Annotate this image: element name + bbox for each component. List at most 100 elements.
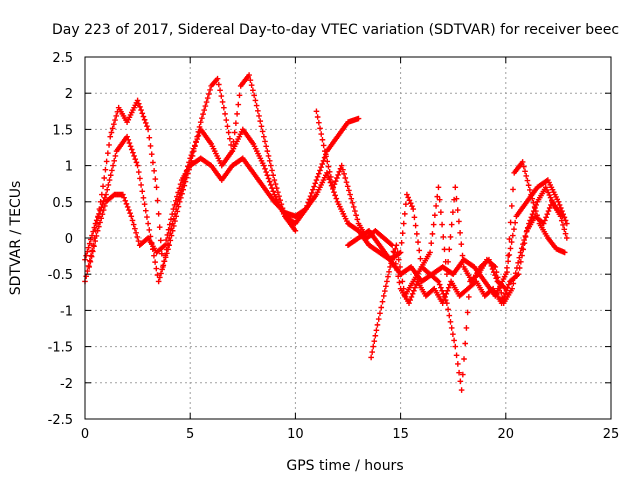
data-point bbox=[564, 220, 570, 227]
data-point bbox=[124, 204, 131, 210]
data-point bbox=[112, 153, 119, 159]
data-point bbox=[375, 316, 382, 322]
data-point bbox=[390, 248, 397, 255]
data-point bbox=[276, 193, 282, 199]
data-point bbox=[173, 213, 179, 220]
data-point bbox=[406, 300, 412, 306]
data-point bbox=[92, 220, 99, 227]
data-point bbox=[140, 194, 147, 201]
data-point bbox=[204, 95, 211, 101]
data-point bbox=[246, 72, 252, 78]
data-point bbox=[227, 135, 233, 142]
data-point bbox=[236, 92, 243, 99]
data-point bbox=[400, 220, 407, 227]
data-point bbox=[130, 149, 136, 156]
data-point bbox=[129, 217, 136, 224]
data-point bbox=[460, 371, 466, 378]
data-point bbox=[443, 291, 450, 297]
data-point bbox=[519, 159, 526, 165]
data-point bbox=[155, 211, 162, 217]
data-point bbox=[518, 258, 524, 265]
data-point bbox=[141, 201, 148, 208]
data-point bbox=[447, 234, 454, 240]
data-point bbox=[130, 221, 137, 228]
data-point bbox=[445, 258, 451, 265]
data-point bbox=[151, 252, 157, 259]
data-point bbox=[228, 142, 234, 148]
data-point bbox=[105, 150, 111, 156]
data-point bbox=[270, 172, 276, 179]
data-point bbox=[497, 284, 503, 291]
y-tick-label: -2 bbox=[60, 377, 73, 392]
data-point bbox=[519, 252, 525, 259]
data-point bbox=[451, 337, 457, 344]
data-point bbox=[145, 126, 151, 133]
data-point bbox=[121, 194, 127, 201]
data-point bbox=[444, 287, 451, 294]
data-point bbox=[170, 206, 177, 212]
data-point bbox=[193, 138, 199, 145]
data-point bbox=[502, 291, 508, 297]
data-point bbox=[391, 254, 398, 261]
data-point bbox=[529, 195, 536, 202]
data-point bbox=[138, 107, 144, 113]
data-point bbox=[522, 234, 529, 240]
data-point bbox=[266, 178, 273, 185]
series-4 bbox=[345, 159, 568, 292]
data-point bbox=[315, 170, 322, 177]
data-point bbox=[270, 188, 276, 195]
data-point bbox=[83, 252, 89, 259]
x-tick-label: 15 bbox=[392, 427, 409, 442]
data-point bbox=[412, 222, 419, 229]
data-point bbox=[434, 193, 441, 200]
data-point bbox=[324, 158, 331, 165]
data-point bbox=[404, 191, 410, 198]
data-point bbox=[146, 134, 153, 141]
data-point bbox=[436, 196, 443, 203]
data-point bbox=[347, 191, 353, 198]
data-point bbox=[317, 167, 323, 174]
data-point bbox=[86, 264, 93, 270]
grid-lines bbox=[85, 57, 611, 419]
y-tick-label: 0 bbox=[65, 232, 73, 247]
data-point bbox=[386, 268, 392, 275]
data-point bbox=[564, 235, 570, 241]
series-6 bbox=[313, 108, 570, 306]
data-point bbox=[527, 187, 533, 193]
data-point bbox=[107, 172, 114, 179]
data-point bbox=[459, 252, 466, 259]
data-point bbox=[349, 200, 356, 206]
data-point bbox=[142, 207, 149, 214]
data-point bbox=[269, 185, 275, 191]
data-point bbox=[158, 250, 165, 257]
data-point bbox=[264, 148, 271, 154]
y-tick-label: -2.5 bbox=[48, 413, 73, 428]
data-point bbox=[441, 246, 448, 253]
data-point bbox=[438, 284, 444, 291]
data-point bbox=[268, 162, 274, 169]
data-point bbox=[275, 189, 281, 195]
data-point bbox=[394, 249, 401, 256]
data-point bbox=[152, 176, 159, 182]
data-point bbox=[127, 143, 134, 150]
data-point bbox=[113, 113, 120, 119]
data-point bbox=[453, 352, 460, 359]
data-point bbox=[325, 173, 331, 179]
data-point bbox=[172, 197, 179, 204]
data-point bbox=[493, 269, 500, 275]
data-point bbox=[102, 166, 109, 173]
data-point bbox=[174, 208, 181, 215]
data-point bbox=[139, 110, 146, 117]
chart-title: Day 223 of 2017, Sidereal Day-to-day VTE… bbox=[52, 22, 619, 38]
data-point bbox=[457, 378, 464, 385]
data-point bbox=[374, 322, 381, 328]
data-point bbox=[441, 297, 447, 303]
x-tick-label: 5 bbox=[186, 427, 194, 442]
data-point bbox=[507, 245, 514, 252]
x-tick-label: 20 bbox=[498, 427, 515, 442]
data-point bbox=[175, 203, 182, 210]
y-tick-label: -1.5 bbox=[48, 341, 73, 356]
data-point bbox=[134, 97, 141, 104]
data-point bbox=[233, 120, 239, 126]
data-point bbox=[196, 124, 203, 130]
